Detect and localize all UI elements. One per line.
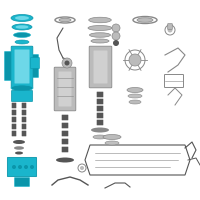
FancyBboxPatch shape — [30, 58, 40, 68]
Circle shape — [62, 58, 72, 68]
Ellipse shape — [14, 32, 30, 38]
Ellipse shape — [137, 18, 153, 22]
Circle shape — [30, 165, 34, 169]
FancyBboxPatch shape — [97, 113, 103, 118]
FancyBboxPatch shape — [22, 131, 26, 136]
Ellipse shape — [129, 100, 141, 104]
Ellipse shape — [15, 40, 29, 44]
Circle shape — [112, 24, 120, 32]
FancyBboxPatch shape — [22, 110, 26, 115]
FancyBboxPatch shape — [54, 67, 76, 111]
Ellipse shape — [56, 158, 74, 162]
FancyBboxPatch shape — [32, 54, 38, 77]
FancyBboxPatch shape — [168, 24, 172, 29]
Circle shape — [168, 27, 172, 32]
Ellipse shape — [88, 25, 112, 30]
FancyBboxPatch shape — [22, 103, 26, 108]
FancyBboxPatch shape — [12, 131, 16, 136]
FancyBboxPatch shape — [11, 46, 33, 88]
Ellipse shape — [12, 24, 32, 30]
FancyBboxPatch shape — [12, 103, 16, 108]
FancyBboxPatch shape — [97, 120, 103, 125]
Circle shape — [113, 40, 119, 46]
FancyBboxPatch shape — [62, 147, 68, 152]
FancyBboxPatch shape — [22, 124, 26, 129]
Circle shape — [24, 165, 28, 169]
Ellipse shape — [13, 140, 25, 144]
FancyBboxPatch shape — [62, 123, 68, 128]
FancyBboxPatch shape — [97, 99, 103, 104]
FancyBboxPatch shape — [22, 117, 26, 122]
Ellipse shape — [91, 39, 109, 43]
FancyBboxPatch shape — [12, 90, 32, 102]
Ellipse shape — [15, 152, 23, 154]
Ellipse shape — [128, 94, 142, 98]
FancyBboxPatch shape — [62, 131, 68, 136]
Ellipse shape — [105, 141, 119, 145]
Ellipse shape — [11, 15, 33, 21]
FancyBboxPatch shape — [94, 50, 108, 84]
Ellipse shape — [11, 85, 33, 91]
Circle shape — [12, 165, 16, 169]
FancyBboxPatch shape — [12, 117, 16, 122]
Ellipse shape — [103, 134, 121, 140]
Ellipse shape — [91, 128, 109, 132]
FancyBboxPatch shape — [89, 46, 112, 88]
Ellipse shape — [93, 135, 107, 139]
FancyBboxPatch shape — [7, 157, 37, 177]
Circle shape — [112, 32, 120, 40]
Ellipse shape — [59, 18, 71, 22]
Ellipse shape — [90, 33, 110, 37]
FancyBboxPatch shape — [4, 51, 12, 80]
FancyBboxPatch shape — [97, 106, 103, 111]
Circle shape — [129, 54, 141, 66]
FancyBboxPatch shape — [12, 124, 16, 129]
FancyBboxPatch shape — [97, 92, 103, 97]
FancyBboxPatch shape — [14, 49, 30, 84]
FancyBboxPatch shape — [58, 72, 72, 106]
Circle shape — [64, 60, 70, 66]
Ellipse shape — [89, 17, 111, 23]
Circle shape — [80, 166, 84, 170]
Ellipse shape — [16, 25, 29, 29]
Ellipse shape — [14, 146, 24, 150]
Ellipse shape — [15, 16, 29, 20]
FancyBboxPatch shape — [62, 115, 68, 120]
Circle shape — [18, 165, 22, 169]
FancyBboxPatch shape — [12, 110, 16, 115]
Ellipse shape — [127, 88, 143, 92]
FancyBboxPatch shape — [14, 178, 30, 186]
FancyBboxPatch shape — [62, 139, 68, 144]
